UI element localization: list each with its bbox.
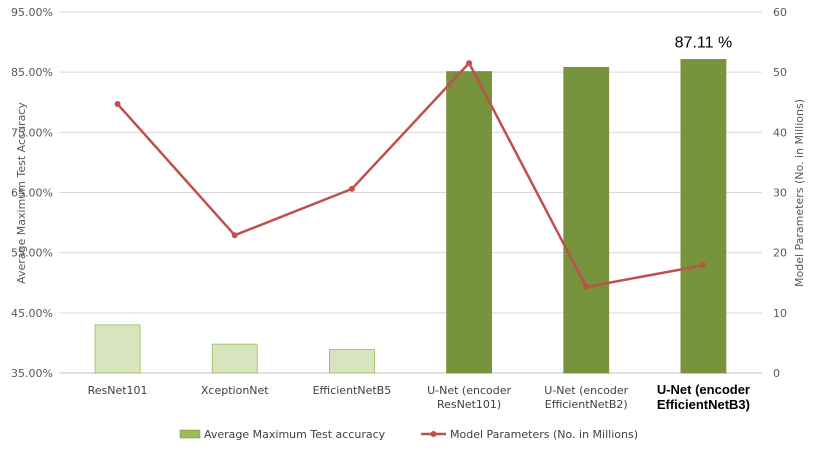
bar xyxy=(94,324,141,374)
bar xyxy=(680,59,727,374)
right-tick-label: 10 xyxy=(773,307,787,320)
left-tick-label: 75.00% xyxy=(11,126,53,139)
line-marker xyxy=(231,232,238,239)
left-axis-title: Average Maximum Test Accuracy xyxy=(15,102,28,284)
left-tick-label: 95.00% xyxy=(11,6,53,19)
category-label: ResNet101 xyxy=(88,384,148,397)
category-label: XceptionNet xyxy=(201,384,269,397)
bar xyxy=(211,343,258,374)
left-tick-label: 85.00% xyxy=(11,66,53,79)
bar xyxy=(446,71,492,374)
accuracy-annotation: 87.11 % xyxy=(675,34,733,51)
line-marker xyxy=(583,283,590,290)
left-axis-ticks: 35.00% 45.00% 55.00% 65.00% 75.00% 85.00% 95.0… xyxy=(11,6,53,380)
category-label: U-Net (encoder EfficientNetB2) xyxy=(544,384,628,411)
right-tick-label: 30 xyxy=(773,187,787,200)
line-marker xyxy=(114,101,121,108)
category-label: U-Net (encoder EfficientNetB3) xyxy=(657,382,750,412)
bar xyxy=(329,349,375,374)
left-tick-label: 65.00% xyxy=(11,187,53,200)
line-marker xyxy=(466,60,473,67)
line-marker xyxy=(348,185,355,192)
legend: Average Maximum Test accuracy Model Para… xyxy=(179,428,638,441)
gridlines xyxy=(59,11,762,374)
legend-label-params: Model Parameters (No. in Millions) xyxy=(450,428,638,441)
left-tick-label: 45.00% xyxy=(11,307,53,320)
category-label: EfficientNetB5 xyxy=(313,384,392,397)
right-tick-label: 0 xyxy=(773,367,780,380)
right-axis-ticks: 0 10 20 30 40 50 60 xyxy=(773,6,787,380)
bar-series xyxy=(94,59,727,374)
line-marker xyxy=(700,262,707,269)
right-tick-label: 50 xyxy=(773,66,787,79)
right-axis-title: Model Parameters (No. in Millions) xyxy=(793,99,806,287)
category-label: U-Net (encoder ResNet101) xyxy=(427,384,511,411)
line-series xyxy=(114,60,707,290)
category-labels: ResNet101 XceptionNet EfficientNetB5 U-Net … xyxy=(88,382,750,412)
right-tick-label: 60 xyxy=(773,6,787,19)
bar xyxy=(563,66,610,374)
legend-swatch-accuracy xyxy=(179,429,201,439)
left-tick-label: 35.00% xyxy=(11,367,53,380)
params-line xyxy=(116,61,704,289)
legend-label-accuracy: Average Maximum Test accuracy xyxy=(204,428,386,441)
right-tick-label: 20 xyxy=(773,247,787,260)
right-tick-label: 40 xyxy=(773,126,787,139)
left-tick-label: 55.00% xyxy=(11,247,53,260)
legend-marker-params xyxy=(430,431,437,437)
